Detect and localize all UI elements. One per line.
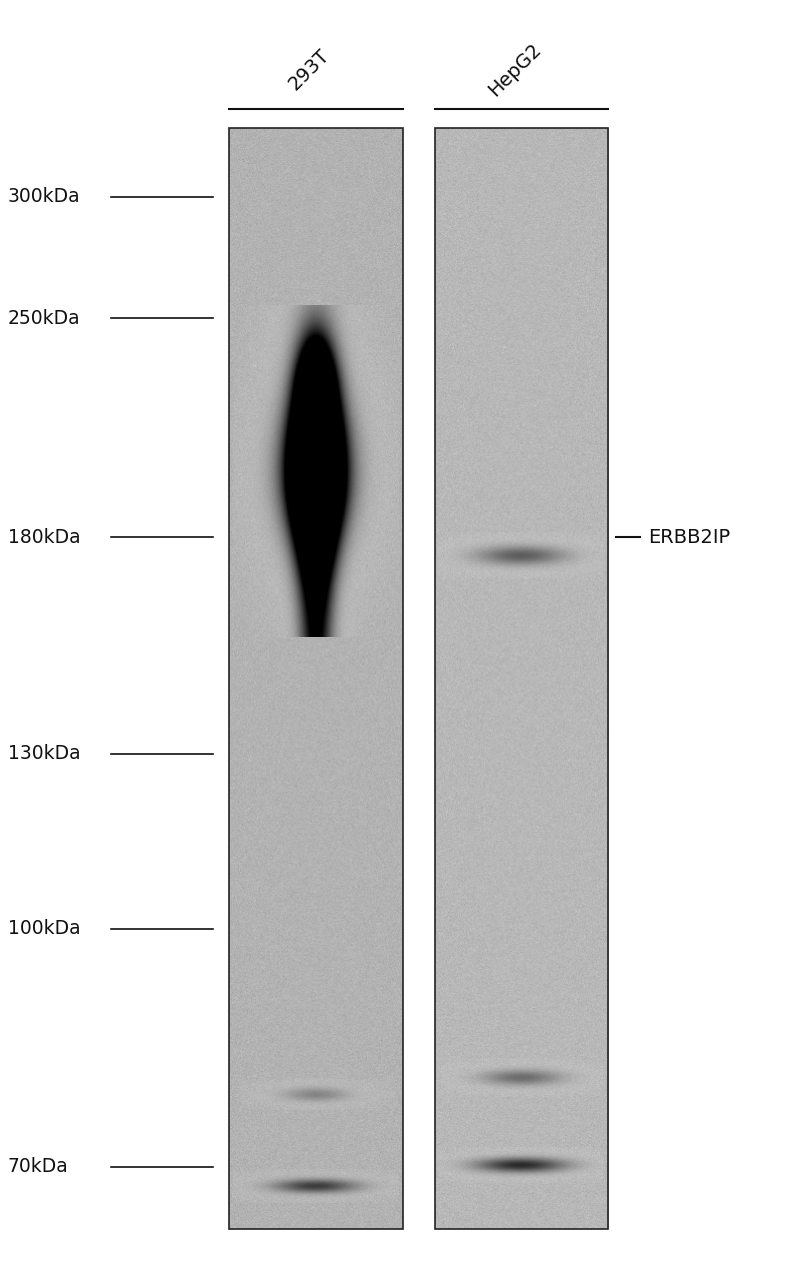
Text: ERBB2IP: ERBB2IP bbox=[648, 527, 730, 547]
Bar bbox=[435, 128, 608, 1229]
Text: 100kDa: 100kDa bbox=[8, 919, 81, 938]
Text: 130kDa: 130kDa bbox=[8, 745, 81, 763]
Text: 293T: 293T bbox=[285, 46, 333, 95]
Text: 70kDa: 70kDa bbox=[8, 1157, 69, 1176]
Text: 250kDa: 250kDa bbox=[8, 308, 81, 328]
Text: 300kDa: 300kDa bbox=[8, 187, 81, 206]
Text: 180kDa: 180kDa bbox=[8, 527, 81, 547]
Text: HepG2: HepG2 bbox=[484, 40, 545, 100]
Bar bbox=[435, 128, 608, 1229]
Bar bbox=[229, 128, 403, 1229]
Bar bbox=[229, 128, 403, 1229]
